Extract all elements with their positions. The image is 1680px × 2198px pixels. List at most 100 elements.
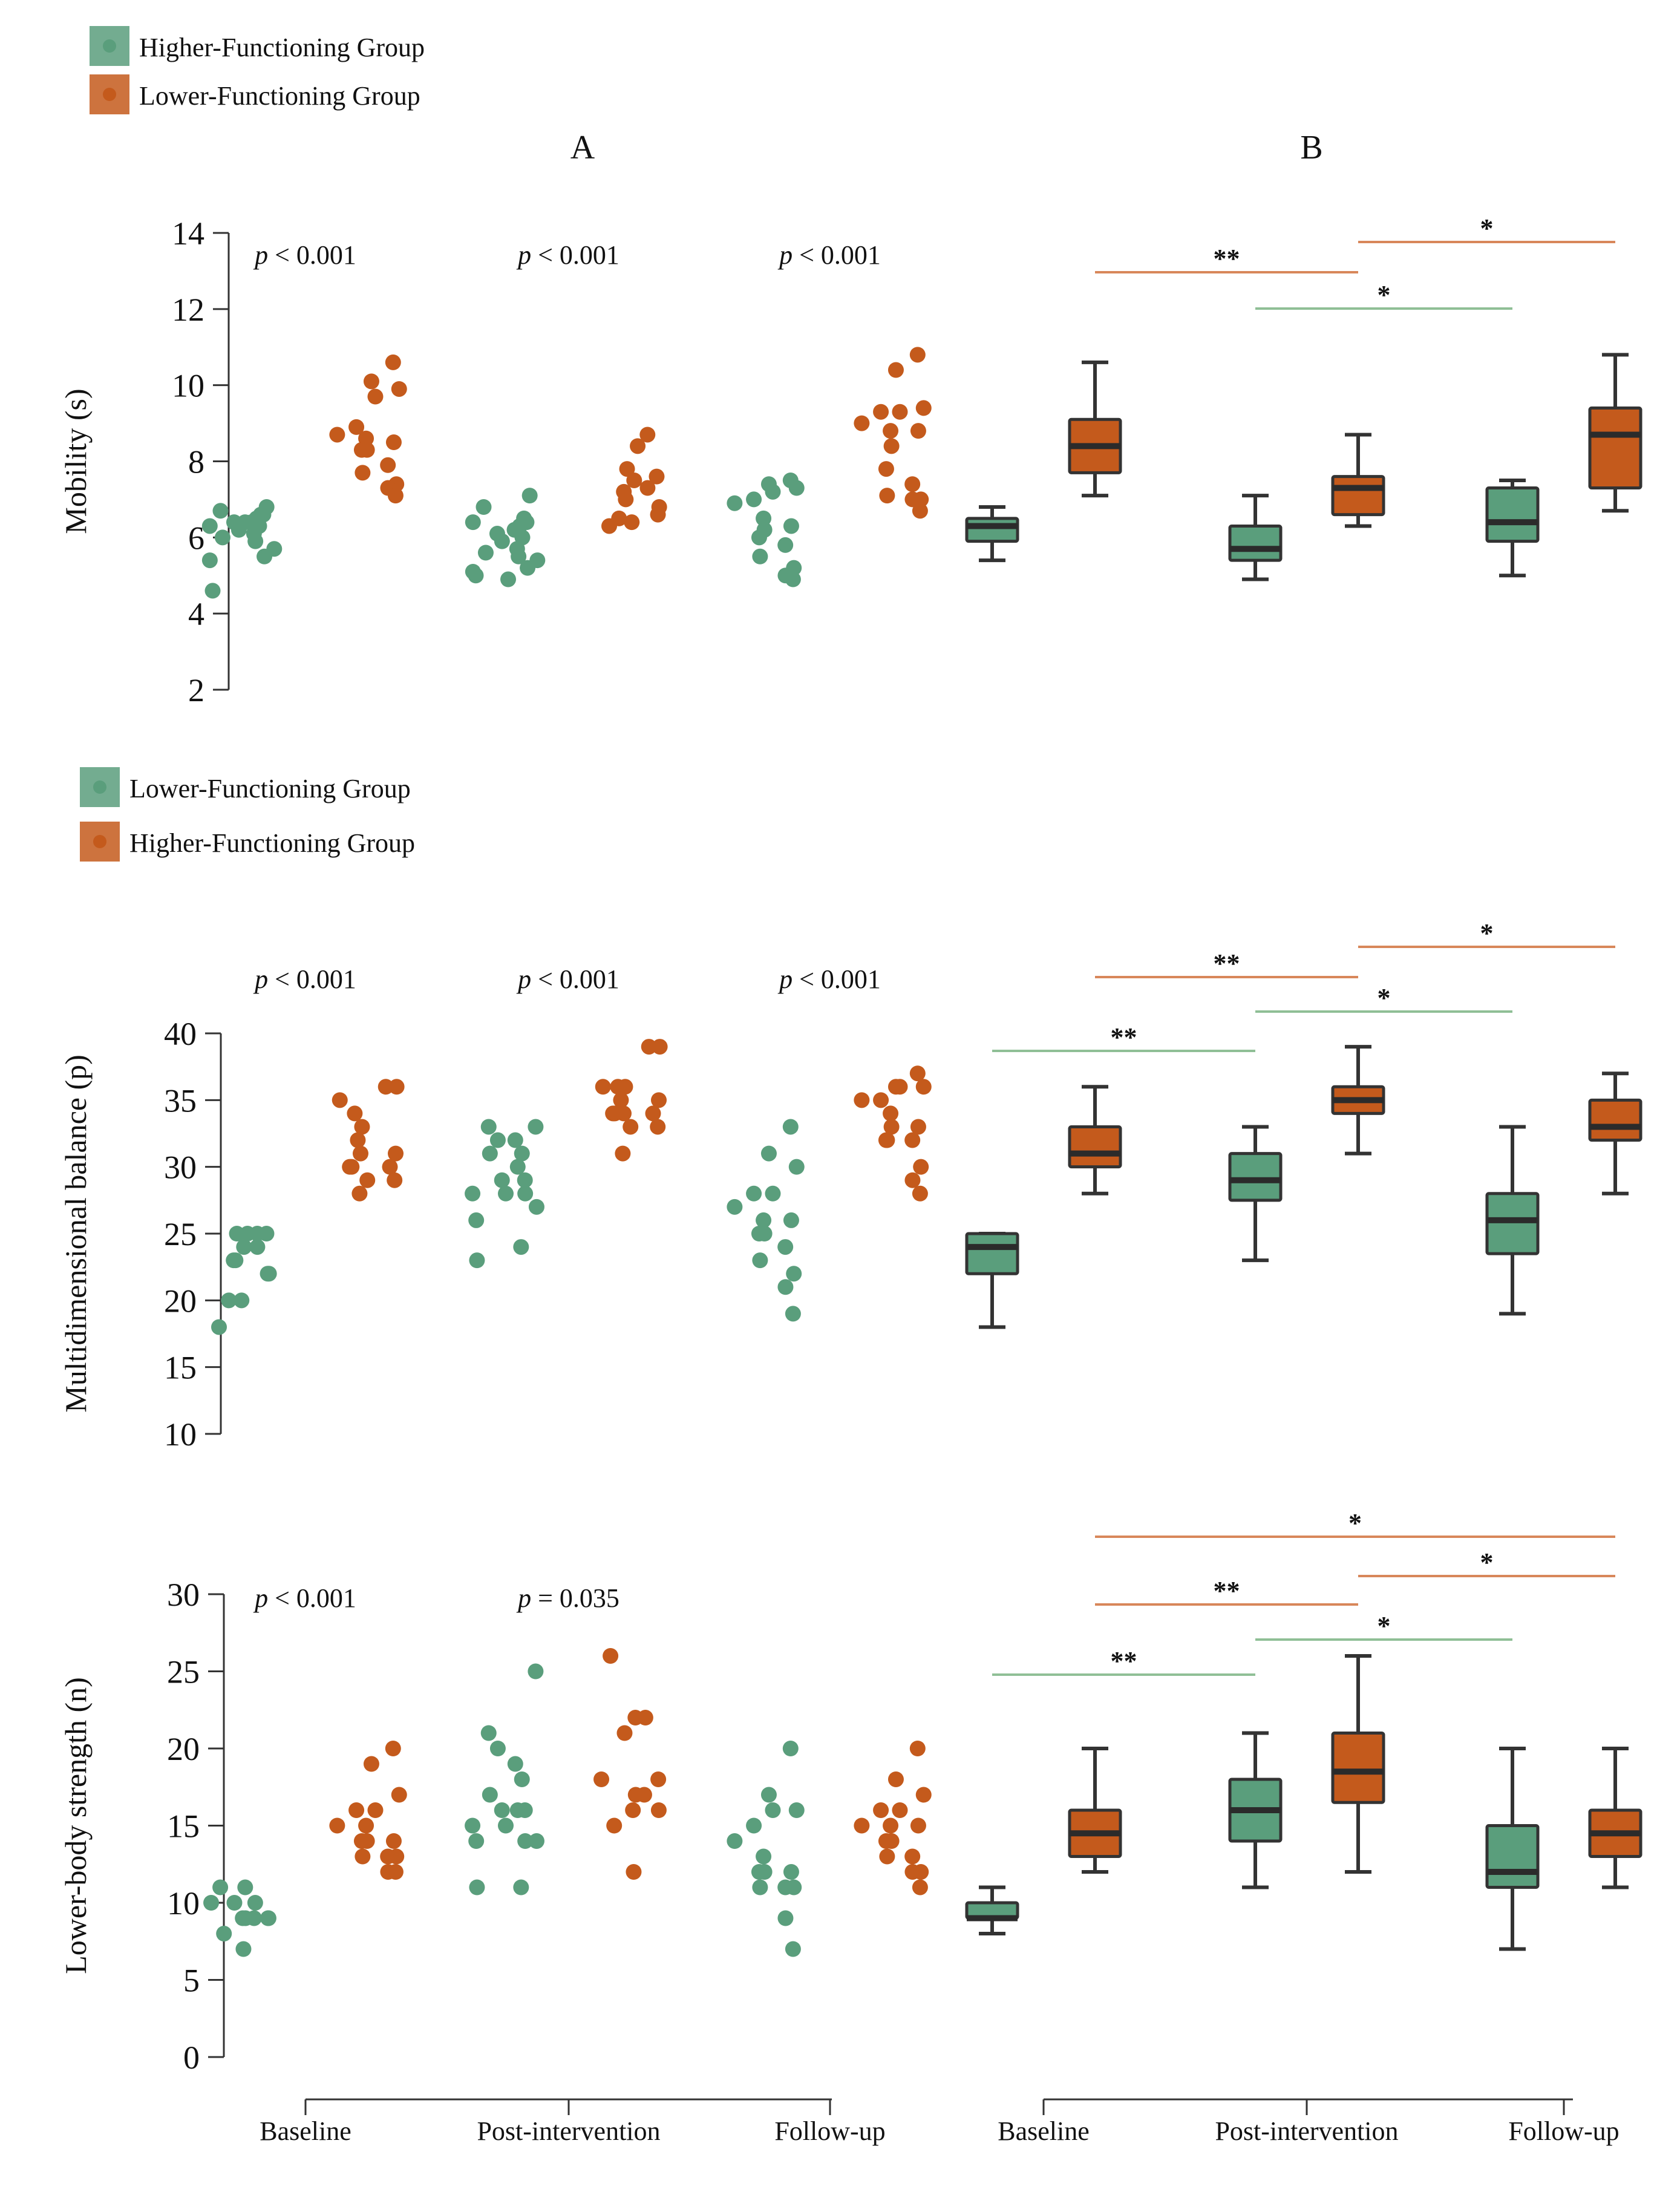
data-point bbox=[626, 1864, 642, 1880]
y-tick-label: 4 bbox=[188, 596, 204, 632]
data-point bbox=[234, 1292, 250, 1309]
data-point bbox=[883, 1119, 900, 1135]
box-iqr bbox=[1588, 1098, 1642, 1142]
data-point bbox=[641, 1039, 657, 1055]
data-point bbox=[637, 1710, 653, 1725]
data-point bbox=[650, 1802, 667, 1818]
y-tick-label: 12 bbox=[172, 292, 204, 328]
p-value-label: p < 0.001 bbox=[516, 240, 619, 270]
y-tick-label: 25 bbox=[164, 1216, 197, 1252]
p-value-text: < 0.001 bbox=[268, 1583, 356, 1613]
data-point bbox=[236, 1239, 252, 1255]
data-point bbox=[904, 1132, 921, 1148]
data-point bbox=[910, 423, 926, 439]
y-axis-title: Multidimensional balance (p) bbox=[59, 1055, 93, 1413]
y-tick-label: 14 bbox=[172, 215, 204, 252]
data-point bbox=[639, 480, 656, 496]
data-point bbox=[618, 491, 634, 508]
data-point bbox=[352, 1145, 368, 1162]
data-point bbox=[507, 1132, 523, 1148]
data-point bbox=[873, 1802, 889, 1818]
data-point bbox=[235, 1910, 251, 1926]
data-point bbox=[788, 1159, 805, 1175]
legend-marker-2 bbox=[103, 88, 116, 101]
data-point bbox=[517, 1833, 534, 1849]
data-point bbox=[756, 1212, 772, 1228]
data-point bbox=[879, 1848, 895, 1865]
data-point bbox=[517, 1185, 534, 1202]
data-point bbox=[785, 571, 801, 587]
data-point bbox=[469, 1879, 485, 1895]
data-point bbox=[613, 1092, 629, 1108]
p-value-text: < 0.001 bbox=[793, 964, 881, 994]
data-point bbox=[354, 1119, 370, 1135]
data-point bbox=[783, 518, 799, 534]
data-point bbox=[249, 1239, 266, 1255]
data-point bbox=[227, 1252, 244, 1269]
p-value-letter: p bbox=[253, 964, 268, 994]
box-iqr bbox=[1228, 1152, 1283, 1202]
data-point bbox=[785, 1306, 801, 1322]
p-value-text: < 0.001 bbox=[268, 964, 356, 994]
data-point bbox=[785, 1941, 801, 1957]
y-tick-label: 10 bbox=[172, 368, 204, 404]
p-value-letter: p bbox=[516, 1583, 531, 1613]
chart-panel-1: Higher-Functioning Group Lower-Functionin… bbox=[59, 26, 1642, 708]
y-tick-label: 5 bbox=[183, 1963, 200, 1999]
data-point bbox=[469, 1252, 485, 1269]
data-point bbox=[752, 1252, 768, 1269]
data-point bbox=[788, 480, 805, 496]
data-point bbox=[650, 506, 666, 523]
data-point bbox=[489, 1132, 506, 1148]
data-point bbox=[353, 442, 370, 458]
data-point bbox=[912, 1185, 928, 1202]
data-point bbox=[497, 1817, 514, 1834]
data-point bbox=[751, 529, 767, 546]
p-value-text: < 0.001 bbox=[268, 240, 356, 270]
data-point bbox=[915, 1787, 932, 1803]
box-iqr bbox=[1068, 1125, 1122, 1169]
data-point bbox=[746, 491, 762, 508]
box-iqr bbox=[1588, 406, 1642, 490]
box-iqr bbox=[965, 517, 1019, 543]
data-point bbox=[380, 457, 396, 473]
p-value-text: < 0.001 bbox=[531, 964, 619, 994]
data-point bbox=[915, 400, 932, 416]
data-point bbox=[786, 1879, 802, 1895]
data-point bbox=[765, 483, 781, 500]
p-value-letter: p bbox=[777, 964, 793, 994]
y-tick-label: 20 bbox=[167, 1731, 200, 1767]
data-point bbox=[494, 1172, 510, 1188]
data-point bbox=[528, 1119, 544, 1135]
data-point bbox=[348, 419, 365, 435]
data-point bbox=[892, 1079, 908, 1095]
y-tick-label: 35 bbox=[164, 1082, 197, 1119]
p-value-label: p < 0.001 bbox=[777, 240, 881, 270]
data-point bbox=[387, 1864, 404, 1880]
p-value-letter: p bbox=[253, 240, 268, 270]
data-point bbox=[514, 1771, 530, 1787]
data-point bbox=[746, 1185, 762, 1202]
data-point bbox=[752, 1879, 768, 1895]
data-point bbox=[756, 510, 772, 526]
data-point bbox=[258, 1226, 275, 1241]
legend-marker-2 bbox=[93, 835, 106, 848]
y-tick-label: 6 bbox=[188, 520, 204, 556]
panel-a-header: A bbox=[570, 129, 595, 166]
data-point bbox=[257, 548, 273, 564]
data-point bbox=[212, 503, 229, 519]
data-point bbox=[904, 1864, 921, 1880]
data-point bbox=[904, 476, 921, 492]
data-point bbox=[511, 548, 527, 564]
y-tick-label: 40 bbox=[164, 1016, 197, 1052]
y-tick-label: 30 bbox=[164, 1150, 197, 1186]
chart-panel-2: Lower-Functioning Group Higher-Functionin… bbox=[59, 767, 1642, 1453]
data-point bbox=[520, 560, 536, 576]
data-point bbox=[367, 1802, 384, 1818]
data-point bbox=[878, 1833, 894, 1849]
p-value-label: p < 0.001 bbox=[516, 964, 619, 994]
y-tick-label: 25 bbox=[167, 1654, 200, 1690]
data-point bbox=[513, 1239, 529, 1255]
data-point bbox=[260, 1910, 276, 1926]
significance-label: * bbox=[1378, 280, 1391, 310]
